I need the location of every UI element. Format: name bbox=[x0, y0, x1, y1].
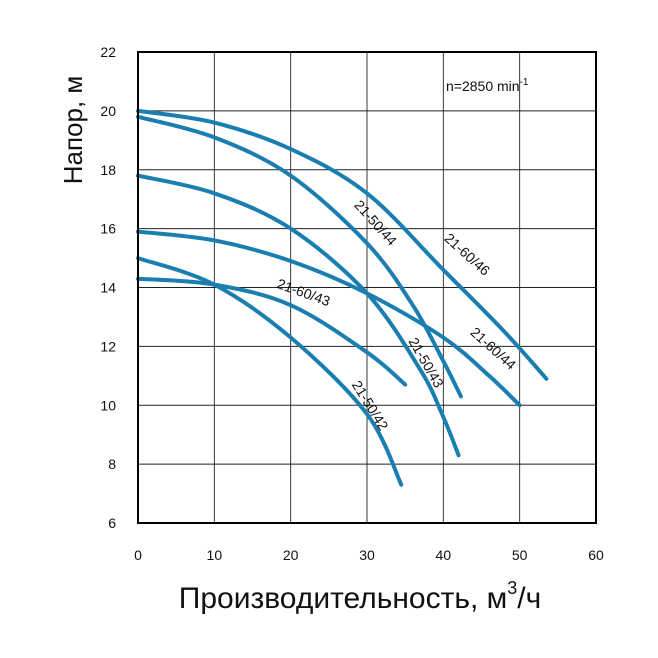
speed-annotation-main: n=2850 min bbox=[446, 78, 520, 94]
x-tick-label: 60 bbox=[588, 547, 604, 563]
y-tick-label: 22 bbox=[100, 44, 116, 60]
series-lines bbox=[136, 108, 549, 487]
speed-annotation-sup: -1 bbox=[520, 77, 529, 88]
y-tick-label: 18 bbox=[100, 162, 116, 178]
x-tick-label: 0 bbox=[134, 547, 142, 563]
y-tick-label: 10 bbox=[100, 397, 116, 413]
series-label: 21-50/44 bbox=[351, 197, 400, 249]
x-tick-label: 40 bbox=[436, 547, 452, 563]
speed-annotation: n=2850 min-1 bbox=[446, 77, 529, 94]
series-line-21-50/42 bbox=[136, 256, 404, 487]
x-tick-label: 30 bbox=[359, 547, 375, 563]
y-tick-label: 6 bbox=[108, 515, 116, 531]
x-axis-label: Производительность, м3/ч bbox=[179, 578, 541, 615]
x-axis-label-tail: /ч bbox=[517, 582, 541, 615]
series-line-21-60/43 bbox=[136, 276, 408, 387]
y-tick-label: 12 bbox=[100, 338, 116, 354]
series-line-21-50/43 bbox=[136, 173, 461, 458]
y-tick-label: 8 bbox=[108, 456, 116, 472]
y-tick-label: 14 bbox=[100, 280, 116, 296]
x-tick-label: 50 bbox=[512, 547, 528, 563]
series-label: 21-60/46 bbox=[441, 230, 493, 279]
x-tick-label: 20 bbox=[283, 547, 299, 563]
grid bbox=[138, 52, 596, 523]
x-axis-label-sup: 3 bbox=[507, 578, 517, 598]
x-tick-label: 10 bbox=[207, 547, 223, 563]
x-axis-label-main: Производительность, м bbox=[179, 582, 507, 615]
plot-frame bbox=[137, 51, 597, 524]
y-tick-label: 20 bbox=[100, 103, 116, 119]
tick-labels: 0 10 20 30 40 50 60 6 8 10 12 14 16 18 20 22 bbox=[100, 44, 604, 563]
y-axis-label: Напор, м bbox=[58, 76, 88, 185]
series-line-21-60/46 bbox=[136, 108, 549, 381]
series-line-21-50/44 bbox=[136, 114, 463, 399]
y-tick-label: 16 bbox=[100, 221, 116, 237]
